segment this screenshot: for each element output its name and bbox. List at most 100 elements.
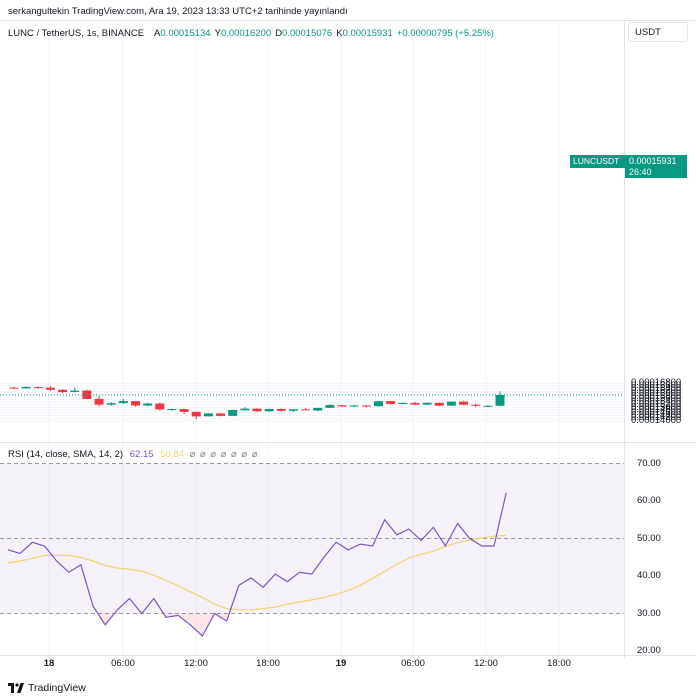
rsi-sma-line [7, 534, 507, 611]
high-label: Y [214, 28, 221, 39]
high-value: 0.00016200 [220, 28, 272, 39]
rsi-axis-label: 30.00 [637, 607, 661, 619]
candle [118, 398, 128, 404]
candle [349, 404, 359, 408]
price-axis-label: 0.00016400 [631, 382, 682, 394]
candle-body [301, 409, 311, 411]
candle-body [45, 387, 55, 390]
price-axis-label: 0.00014800 [631, 404, 682, 416]
time-axis-label: 06:00 [111, 658, 135, 669]
last-price-tag: 0.00015931 26:40 [625, 155, 687, 178]
close-label: K [336, 28, 343, 39]
rsi-title[interactable]: RSI (14, close, SMA, 14, 2) [8, 449, 124, 460]
candles [0, 386, 624, 420]
price-axis-label: 0.00015800 [631, 390, 682, 402]
tradingview-brand: TradingView [28, 682, 86, 694]
tradingview-logo[interactable]: TradingView [8, 682, 86, 694]
candle [459, 400, 469, 406]
candle [179, 408, 189, 415]
candle-body [374, 401, 383, 407]
candle-body [167, 409, 177, 411]
candle [361, 405, 371, 408]
candle [106, 402, 116, 406]
candle-body [94, 398, 104, 405]
time-axis-divider [0, 655, 696, 656]
candle [495, 391, 505, 407]
candle-body [337, 405, 347, 407]
time-axis-label: 06:00 [401, 658, 425, 669]
time-axis-label: 12:00 [474, 658, 498, 669]
candle-body [106, 403, 116, 405]
candle [240, 407, 250, 411]
price-axis-label: 0.00014200 [631, 412, 682, 424]
candle-body [288, 409, 298, 411]
candle-body [155, 403, 165, 410]
time-axis-label: 18:00 [256, 658, 280, 669]
change-value: +0.00000795 (+5.25%) [396, 28, 494, 39]
candle-body [252, 408, 262, 412]
candle-body [422, 402, 432, 405]
rsi-axis-label: 50.00 [637, 532, 661, 544]
low-label: D [275, 28, 283, 39]
candle-body [70, 390, 80, 392]
candle [82, 389, 92, 400]
price-axis-label: 0.00014000 [631, 415, 682, 426]
candle [446, 401, 456, 406]
candle-body [131, 401, 140, 406]
candle-body [9, 387, 19, 389]
rsi-pane [0, 463, 624, 637]
candle-body [349, 405, 359, 407]
symbol-title[interactable]: LUNC / TetherUS, 1s, BINANCE [8, 28, 145, 39]
symbol-legend[interactable]: LUNC / TetherUS, 1s, BINANCE A 0.00015134… [8, 28, 494, 39]
publish-attribution: serkangultekin TradingView.com, Ara 19, … [8, 6, 348, 17]
open-value: 0.00015134 [160, 28, 211, 39]
last-price-value: 0.00015931 [629, 156, 677, 166]
candle [276, 408, 286, 412]
price-axis-label: 0.00015200 [631, 398, 682, 410]
candle [45, 386, 55, 391]
candle [9, 386, 19, 389]
open-label: A [154, 28, 161, 39]
price-axis-label: 0.00014600 [631, 406, 682, 418]
candle-body [240, 408, 250, 411]
price-axis-label: 0.00015600 [631, 393, 682, 405]
price-axis-label: 0.00016000 [631, 388, 682, 400]
time-axis-label: 12:00 [184, 658, 208, 669]
hidden-values-icon: ⌀ ⌀ ⌀ ⌀ ⌀ ⌀ ⌀ [189, 449, 259, 460]
rsi-legend[interactable]: RSI (14, close, SMA, 14, 2) 62.15 50.84 … [8, 449, 258, 460]
candle [471, 403, 481, 408]
rsi-value: 62.15 [129, 449, 154, 460]
candle [386, 400, 396, 405]
price-axis-label: 0.00016200 [631, 385, 682, 397]
candle [94, 396, 104, 407]
bar-countdown: 26:40 [629, 167, 652, 177]
candle-body [191, 411, 201, 417]
candle-body [276, 408, 286, 411]
candle [228, 409, 238, 417]
candle-body [325, 405, 335, 408]
candle-body [446, 401, 456, 406]
candle [191, 411, 201, 420]
currency-button[interactable]: USDT [628, 22, 688, 42]
candle-body [459, 401, 469, 405]
candle [410, 401, 420, 406]
time-axis-label: 18 [43, 658, 55, 669]
candle-body [58, 389, 68, 393]
candle [301, 408, 311, 411]
candle [252, 408, 262, 412]
price-axis-label: 0.00015400 [631, 396, 682, 408]
candle [483, 405, 493, 407]
candle [155, 402, 165, 411]
rsi-axis-label: 70.00 [637, 457, 661, 469]
candle [58, 388, 68, 394]
candle-body [495, 395, 505, 406]
candle-body [434, 402, 444, 406]
candle [374, 401, 383, 407]
candle-body [386, 401, 396, 404]
candle [70, 387, 80, 393]
last-price-symbol-tag: LUNCUSDT [570, 155, 625, 168]
candle [167, 408, 177, 411]
time-axis-label: 19 [335, 658, 347, 669]
tradingview-logo-icon [8, 683, 24, 693]
